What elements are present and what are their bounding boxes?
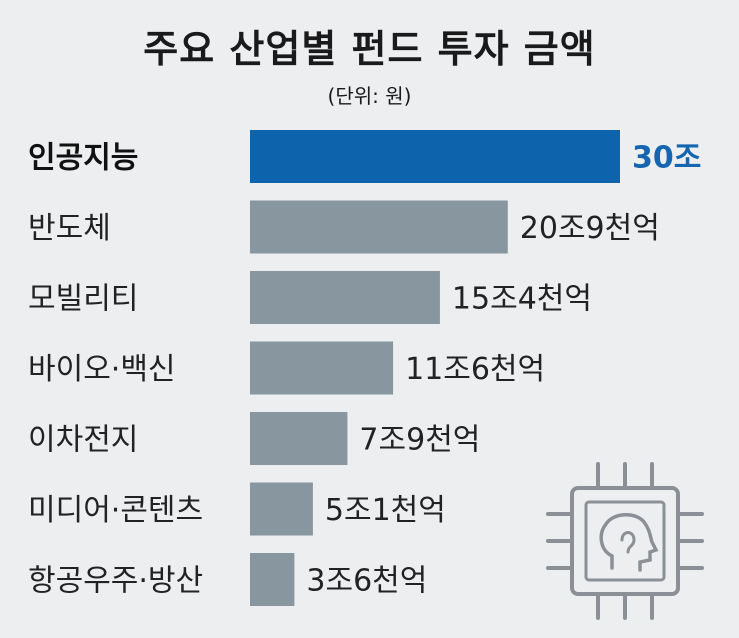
value-label: 20조9천억 [520,211,660,246]
bar [250,200,508,254]
bar [250,341,394,395]
chart-unit: (단위: 원) [327,84,412,108]
category-label: 이차전지 [28,423,138,458]
category-label: 미디어·콘텐츠 [28,493,203,528]
value-label: 30조 [632,141,701,176]
category-label: 모빌리티 [28,282,138,317]
ai-chip-icon [546,462,704,620]
value-label: 5조1천억 [325,493,446,528]
category-label: 바이오·백신 [28,352,176,387]
value-label: 15조4천억 [452,282,592,317]
chart-title: 주요 산업별 펀드 투자 금액 [143,27,596,71]
category-label: 항공우주·방산 [28,564,203,599]
bar [250,130,620,183]
bar [250,271,440,324]
value-label: 7조9천억 [359,423,480,458]
bar [250,482,313,536]
bar [250,553,295,606]
category-label: 인공지능 [28,141,138,176]
value-label: 11조6천억 [405,352,545,387]
value-label: 3조6천억 [306,564,427,599]
category-label: 반도체 [28,211,111,246]
bar [250,412,348,465]
